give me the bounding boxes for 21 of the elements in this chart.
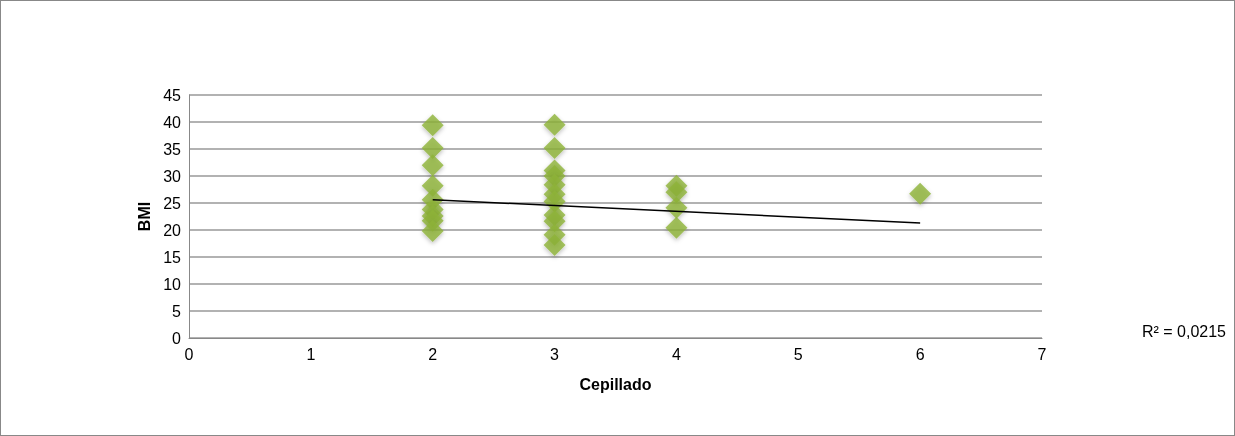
y-tick-label: 15 xyxy=(163,248,182,266)
x-axis-title: Cepillado xyxy=(579,375,652,393)
y-tick-label: 20 xyxy=(163,221,182,239)
x-tick-label: 4 xyxy=(671,345,681,363)
x-tick-label: 1 xyxy=(306,345,316,363)
x-tick-label: 3 xyxy=(550,345,560,363)
y-axis-title: BMI xyxy=(135,201,153,232)
y-tick-label: 10 xyxy=(163,275,182,293)
y-tick-label: 40 xyxy=(163,113,182,131)
x-tick-label: 7 xyxy=(1037,345,1047,363)
x-tick-label: 2 xyxy=(428,345,438,363)
y-tick-label: 30 xyxy=(163,167,182,185)
x-tick-label: 6 xyxy=(915,345,925,363)
y-tick-label: 0 xyxy=(172,329,182,347)
x-tick-label: 0 xyxy=(184,345,194,363)
y-tick-label: 45 xyxy=(163,86,182,104)
y-tick-label: 5 xyxy=(172,302,182,320)
y-tick-label: 25 xyxy=(163,194,182,212)
x-tick-label: 5 xyxy=(793,345,803,363)
text: R² = 0,0215 xyxy=(1141,322,1227,340)
y-tick-label: 35 xyxy=(163,140,182,158)
